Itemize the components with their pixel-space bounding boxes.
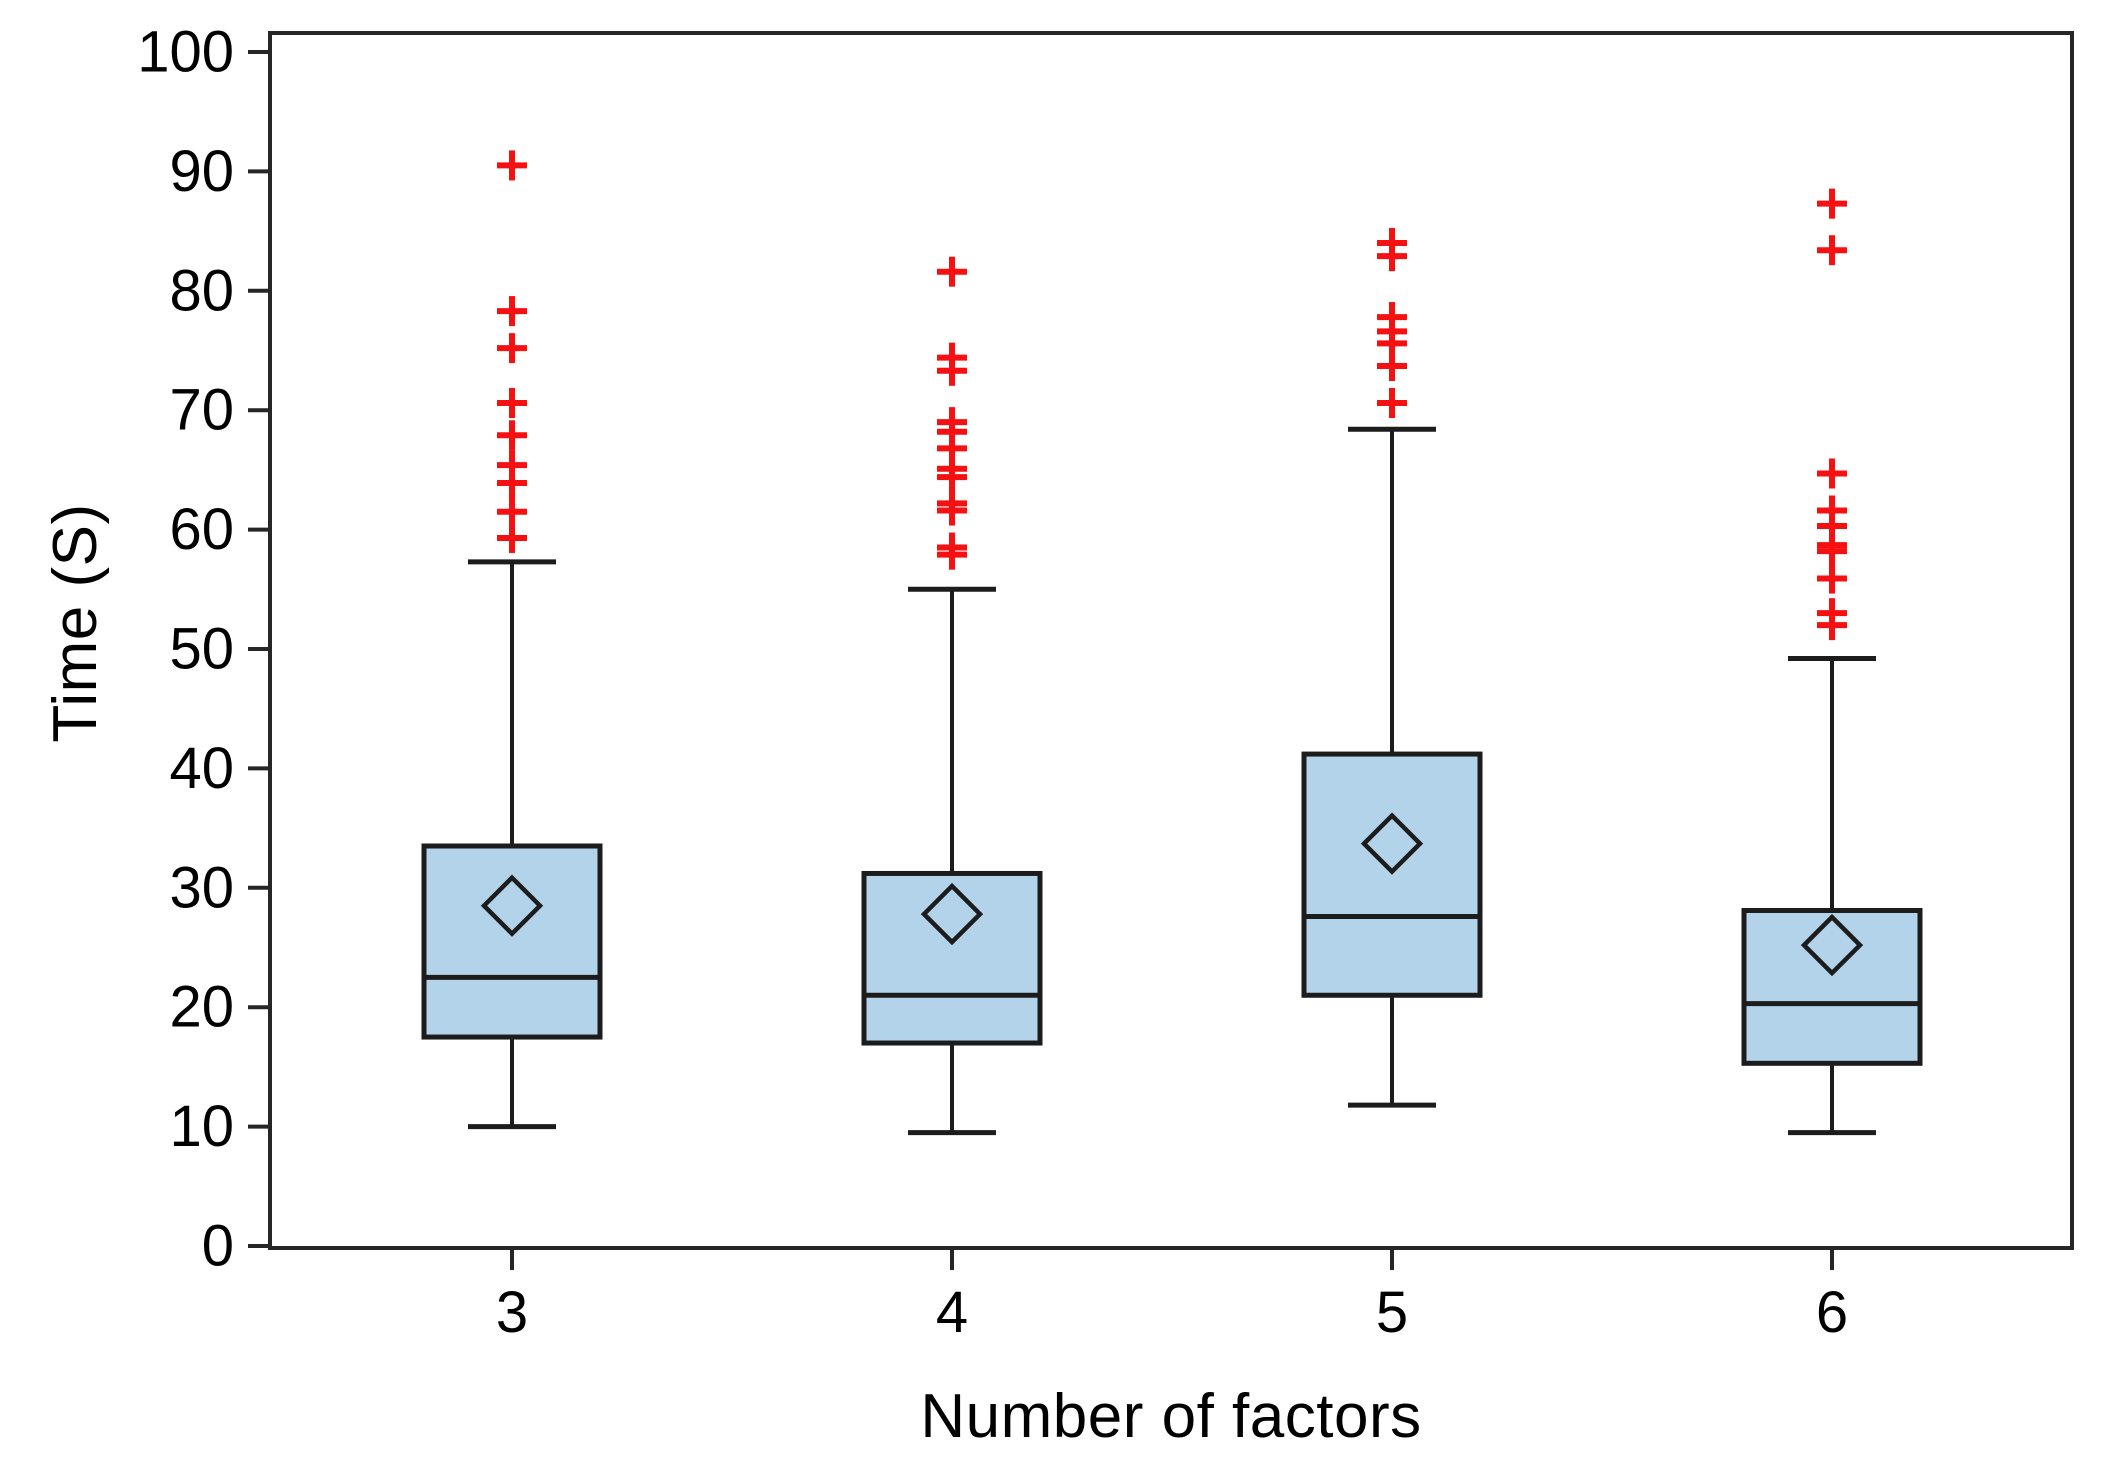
y-tick-label: 50: [169, 617, 234, 682]
y-tick-label: 20: [169, 975, 234, 1040]
x-tick-label: 3: [496, 1280, 528, 1345]
y-tick-label: 60: [169, 497, 234, 562]
box-group-6: [1741, 188, 1923, 1136]
y-tick-label: 40: [169, 736, 234, 801]
x-axis-title: Number of factors: [920, 1382, 1422, 1451]
mean-diamond: [480, 874, 544, 937]
x-tick-label: 4: [936, 1280, 968, 1345]
y-tick-label: 70: [169, 378, 234, 443]
y-tick-label: 80: [169, 258, 234, 323]
y-axis-title: Time (S): [41, 503, 110, 743]
y-tick-label: 90: [169, 139, 234, 204]
mean-diamond: [1360, 812, 1424, 875]
mean-diamond: [920, 882, 984, 946]
box-group-3: [421, 150, 603, 1130]
x-tick-label: 5: [1376, 1280, 1408, 1345]
iqr-box: [861, 870, 1043, 1046]
y-tick-label: 30: [169, 855, 234, 920]
x-tick-label: 6: [1816, 1280, 1848, 1345]
y-tick-label: 0: [202, 1214, 234, 1279]
mean-diamond: [1800, 913, 1864, 977]
iqr-box: [1741, 907, 1923, 1066]
box-group-4: [861, 256, 1043, 1136]
y-tick-label: 100: [137, 20, 234, 85]
box-group-5: [1301, 228, 1483, 1108]
y-tick-label: 10: [169, 1094, 234, 1159]
